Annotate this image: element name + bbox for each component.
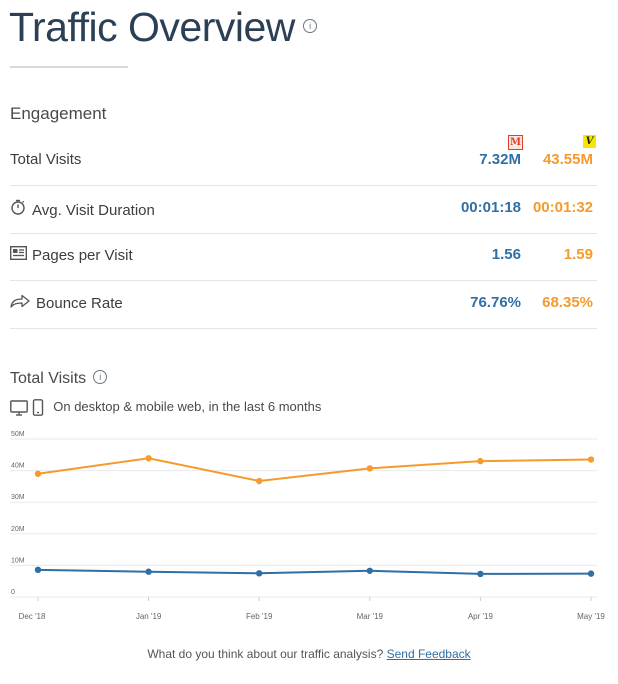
site-b-logo: V bbox=[583, 135, 596, 148]
metric-value-site-b: 43.55M bbox=[542, 151, 593, 168]
metric-row-pages-per-visit: Pages per Visit 1.56 1.59 bbox=[9, 233, 597, 281]
mobile-icon bbox=[32, 399, 44, 416]
info-icon[interactable]: i bbox=[93, 369, 108, 384]
y-tick-label: 50M bbox=[11, 431, 25, 438]
y-tick-label: 40M bbox=[11, 463, 25, 470]
metric-value-site-a: 7.32M bbox=[479, 151, 521, 168]
feedback-question: What do you think about our traffic anal… bbox=[147, 647, 384, 661]
data-point bbox=[477, 570, 484, 578]
total-visits-title: Total Visits i bbox=[10, 369, 108, 388]
metric-label: Pages per Visit bbox=[9, 245, 133, 264]
data-point bbox=[587, 570, 595, 577]
total-visits-title-text: Total Visits bbox=[10, 370, 87, 387]
device-row: On desktop & mobile web, in the last 6 m… bbox=[10, 399, 321, 416]
page-title-text: Traffic Overview bbox=[9, 4, 295, 50]
metric-label-text: Total Visits bbox=[10, 151, 82, 168]
bounce-arrow-icon bbox=[10, 294, 31, 312]
metric-row-bounce-rate: Bounce Rate 76.76% 68.35% bbox=[10, 281, 597, 329]
data-point bbox=[145, 455, 152, 462]
x-tick-label: Feb '19 bbox=[246, 612, 273, 621]
device-description: On desktop & mobile web, in the last 6 m… bbox=[53, 399, 322, 414]
metric-value-site-b: 1.59 bbox=[563, 246, 593, 263]
metric-label-text: Bounce Rate bbox=[36, 295, 123, 312]
data-point bbox=[366, 465, 373, 472]
metric-label-text: Avg. Visit Duration bbox=[32, 202, 155, 219]
site-a-logo: M bbox=[508, 135, 523, 150]
info-icon[interactable]: i bbox=[302, 19, 317, 34]
metric-value-site-a: 76.76% bbox=[470, 294, 521, 311]
series-line-0 bbox=[37, 457, 592, 483]
feedback-footer: What do you think about our traffic anal… bbox=[0, 647, 618, 661]
page-title: Traffic Overview i bbox=[9, 4, 317, 51]
x-tick-label: May '19 bbox=[577, 612, 605, 621]
metric-label: Avg. Visit Duration bbox=[10, 199, 155, 219]
data-point bbox=[587, 456, 595, 463]
y-tick-label: 10M bbox=[11, 557, 25, 564]
data-point bbox=[34, 566, 42, 574]
series-line-1 bbox=[37, 568, 592, 575]
metric-value-site-a: 1.56 bbox=[491, 246, 521, 263]
total-visits-chart: 0 10M 20M 30M 40M 50M Dec '18 Jan '19 Feb '19 Mar… bbox=[10, 431, 605, 621]
pages-icon bbox=[9, 245, 28, 264]
data-point bbox=[145, 568, 152, 575]
y-tick-label: 0 bbox=[11, 589, 15, 596]
metric-label-text: Pages per Visit bbox=[32, 247, 133, 264]
data-point bbox=[256, 570, 263, 577]
data-point bbox=[34, 470, 42, 477]
x-tick-label: Dec '18 bbox=[19, 612, 46, 621]
metric-label: Bounce Rate bbox=[10, 294, 123, 312]
stopwatch-icon bbox=[10, 199, 27, 219]
y-tick-label: 30M bbox=[11, 494, 25, 501]
title-underline bbox=[10, 66, 128, 68]
x-tick-label: Apr '19 bbox=[468, 612, 494, 621]
y-tick-label: 20M bbox=[11, 526, 25, 533]
metric-row-avg-visit-duration: Avg. Visit Duration 00:01:18 00:01:32 bbox=[10, 186, 597, 234]
data-point bbox=[366, 567, 373, 574]
send-feedback-link[interactable]: Send Feedback bbox=[386, 647, 471, 661]
data-point bbox=[256, 477, 263, 485]
data-point bbox=[477, 457, 484, 465]
x-tick-label: Mar '19 bbox=[357, 612, 384, 621]
x-tick-label: Jan '19 bbox=[136, 612, 162, 621]
metric-row-total-visits: Total Visits 7.32M 43.55M bbox=[10, 138, 597, 186]
metric-value-site-b: 68.35% bbox=[542, 294, 593, 311]
metric-label: Total Visits bbox=[10, 151, 81, 168]
metric-value-site-a: 00:01:18 bbox=[460, 199, 521, 216]
desktop-icon bbox=[10, 399, 28, 416]
engagement-label: Engagement bbox=[10, 104, 107, 123]
metric-value-site-b: 00:01:32 bbox=[532, 199, 593, 216]
